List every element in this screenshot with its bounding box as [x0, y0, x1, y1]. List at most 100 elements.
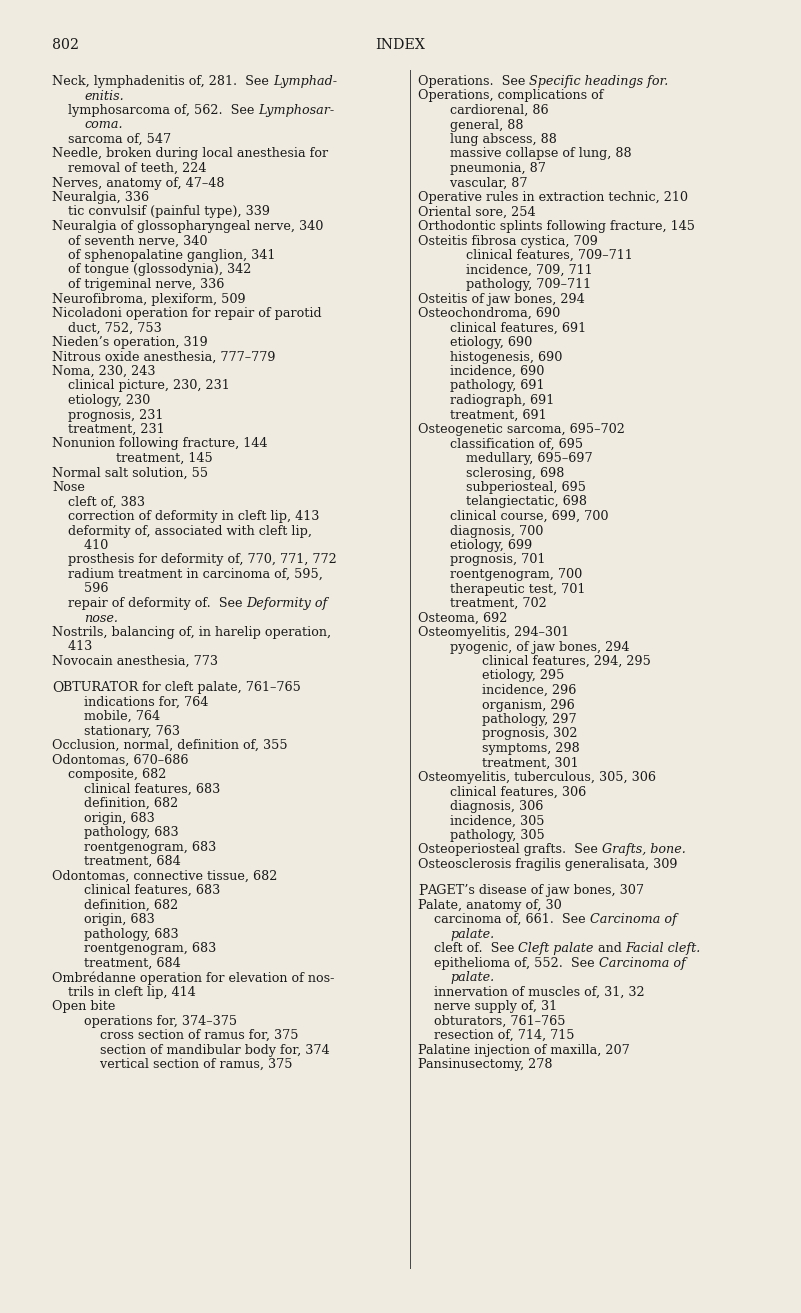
Text: diagnosis, 700: diagnosis, 700: [418, 524, 543, 537]
Text: cleft of.  See: cleft of. See: [418, 943, 518, 955]
Text: Specific headings for.: Specific headings for.: [529, 75, 669, 88]
Text: roentgenogram, 683: roentgenogram, 683: [52, 943, 216, 955]
Text: Carcinoma of: Carcinoma of: [598, 957, 686, 969]
Text: Osteogenetic sarcoma, 695–702: Osteogenetic sarcoma, 695–702: [418, 423, 625, 436]
Text: palate.: palate.: [450, 927, 494, 940]
Text: mobile, 764: mobile, 764: [52, 710, 160, 723]
Text: roentgenogram, 700: roentgenogram, 700: [418, 569, 582, 580]
Text: carcinoma of, 661.  See: carcinoma of, 661. See: [418, 913, 590, 926]
Text: of sphenopalatine ganglion, 341: of sphenopalatine ganglion, 341: [52, 249, 276, 263]
Text: Osteitis fibrosa cystica, 709: Osteitis fibrosa cystica, 709: [418, 235, 598, 247]
Text: Noma, 230, 243: Noma, 230, 243: [52, 365, 155, 378]
Text: trils in cleft lip, 414: trils in cleft lip, 414: [52, 986, 195, 999]
Text: obturators, 761–765: obturators, 761–765: [418, 1015, 566, 1028]
Text: 413: 413: [52, 641, 92, 654]
Text: of trigeminal nerve, 336: of trigeminal nerve, 336: [52, 278, 224, 291]
Text: treatment, 684: treatment, 684: [52, 855, 181, 868]
Text: 802: 802: [52, 38, 79, 53]
Text: Nerves, anatomy of, 47–48: Nerves, anatomy of, 47–48: [52, 176, 224, 189]
Text: 596: 596: [52, 583, 108, 596]
Text: sarcoma of, 547: sarcoma of, 547: [52, 133, 171, 146]
Text: general, 88: general, 88: [418, 118, 524, 131]
Text: section of mandibular body for, 374: section of mandibular body for, 374: [52, 1044, 330, 1057]
Text: incidence, 709, 711: incidence, 709, 711: [418, 264, 593, 277]
Text: Needle, broken during local anesthesia for: Needle, broken during local anesthesia f…: [52, 147, 328, 160]
Text: cardiorenal, 86: cardiorenal, 86: [418, 104, 549, 117]
Text: classification of, 695: classification of, 695: [418, 437, 583, 450]
Text: Deformity of: Deformity of: [247, 597, 328, 611]
Text: origin, 683: origin, 683: [52, 811, 155, 825]
Text: etiology, 690: etiology, 690: [418, 336, 532, 349]
Text: Osteosclerosis fragilis generalisata, 309: Osteosclerosis fragilis generalisata, 30…: [418, 857, 678, 871]
Text: epithelioma of, 552.  See: epithelioma of, 552. See: [418, 957, 598, 969]
Text: Normal salt solution, 55: Normal salt solution, 55: [52, 466, 208, 479]
Text: of tongue (glossodynia), 342: of tongue (glossodynia), 342: [52, 264, 252, 277]
Text: etiology, 295: etiology, 295: [418, 670, 565, 683]
Text: lymphosarcoma of, 562.  See: lymphosarcoma of, 562. See: [52, 104, 259, 117]
Text: pathology, 305: pathology, 305: [418, 829, 545, 842]
Text: Nitrous oxide anesthesia, 777–779: Nitrous oxide anesthesia, 777–779: [52, 351, 276, 364]
Text: operations for, 374–375: operations for, 374–375: [52, 1015, 237, 1028]
Text: P: P: [418, 884, 427, 898]
Text: clinical course, 699, 700: clinical course, 699, 700: [418, 509, 609, 523]
Text: pathology, 709–711: pathology, 709–711: [418, 278, 591, 291]
Text: incidence, 305: incidence, 305: [418, 814, 545, 827]
Text: palate.: palate.: [450, 972, 494, 985]
Text: Cleft palate: Cleft palate: [518, 943, 594, 955]
Text: innervation of muscles of, 31, 32: innervation of muscles of, 31, 32: [418, 986, 645, 999]
Text: clinical features, 709–711: clinical features, 709–711: [418, 249, 633, 263]
Text: lung abscess, 88: lung abscess, 88: [418, 133, 557, 146]
Text: Oriental sore, 254: Oriental sore, 254: [418, 206, 536, 218]
Text: telangiectatic, 698: telangiectatic, 698: [418, 495, 587, 508]
Text: Orthodontic splints following fracture, 145: Orthodontic splints following fracture, …: [418, 221, 695, 232]
Text: composite, 682: composite, 682: [52, 768, 167, 781]
Text: indications for, 764: indications for, 764: [52, 696, 208, 709]
Text: deformity of, associated with cleft lip,: deformity of, associated with cleft lip,: [52, 524, 312, 537]
Text: Odontomas, 670–686: Odontomas, 670–686: [52, 754, 188, 767]
Text: Ombrédanne operation for elevation of nos-: Ombrédanne operation for elevation of no…: [52, 972, 334, 985]
Text: clinical features, 683: clinical features, 683: [52, 783, 220, 796]
Text: Osteomyelitis, 294–301: Osteomyelitis, 294–301: [418, 626, 570, 639]
Text: prognosis, 231: prognosis, 231: [52, 408, 163, 421]
Text: clinical features, 691: clinical features, 691: [418, 322, 586, 335]
Text: Nostrils, balancing of, in harelip operation,: Nostrils, balancing of, in harelip opera…: [52, 626, 331, 639]
Text: coma.: coma.: [84, 118, 123, 131]
Text: prosthesis for deformity of, 770, 771, 772: prosthesis for deformity of, 770, 771, 7…: [52, 554, 336, 566]
Text: treatment, 702: treatment, 702: [418, 597, 547, 611]
Text: roentgenogram, 683: roentgenogram, 683: [52, 840, 216, 853]
Text: origin, 683: origin, 683: [52, 913, 155, 926]
Text: cleft of, 383: cleft of, 383: [52, 495, 145, 508]
Text: Facial cleft.: Facial cleft.: [626, 943, 701, 955]
Text: treatment, 691: treatment, 691: [418, 408, 546, 421]
Text: vascular, 87: vascular, 87: [418, 176, 528, 189]
Text: Nicoladoni operation for repair of parotid: Nicoladoni operation for repair of parot…: [52, 307, 322, 320]
Text: Operations, complications of: Operations, complications of: [418, 89, 603, 102]
Text: Neck, lymphadenitis of, 281.  See: Neck, lymphadenitis of, 281. See: [52, 75, 273, 88]
Text: Carcinoma of: Carcinoma of: [590, 913, 676, 926]
Text: organism, 296: organism, 296: [418, 699, 575, 712]
Text: clinical picture, 230, 231: clinical picture, 230, 231: [52, 379, 230, 393]
Text: definition, 682: definition, 682: [52, 898, 179, 911]
Text: stationary, 763: stationary, 763: [52, 725, 180, 738]
Text: pathology, 683: pathology, 683: [52, 826, 179, 839]
Text: pyogenic, of jaw bones, 294: pyogenic, of jaw bones, 294: [418, 641, 630, 654]
Text: Open bite: Open bite: [52, 1001, 115, 1014]
Text: Novocain anesthesia, 773: Novocain anesthesia, 773: [52, 655, 218, 668]
Text: cross section of ramus for, 375: cross section of ramus for, 375: [52, 1029, 299, 1043]
Text: clinical features, 683: clinical features, 683: [52, 884, 220, 897]
Text: removal of teeth, 224: removal of teeth, 224: [52, 161, 207, 175]
Text: nose.: nose.: [84, 612, 118, 625]
Text: Operative rules in extraction technic, 210: Operative rules in extraction technic, 2…: [418, 190, 688, 204]
Text: INDEX: INDEX: [376, 38, 425, 53]
Text: O: O: [52, 681, 63, 695]
Text: duct, 752, 753: duct, 752, 753: [52, 322, 162, 335]
Text: subperiosteal, 695: subperiosteal, 695: [418, 481, 586, 494]
Text: Occlusion, normal, definition of, 355: Occlusion, normal, definition of, 355: [52, 739, 288, 752]
Text: incidence, 296: incidence, 296: [418, 684, 577, 697]
Text: Nieden’s operation, 319: Nieden’s operation, 319: [52, 336, 207, 349]
Text: and: and: [594, 943, 626, 955]
Text: Lymphosar-: Lymphosar-: [259, 104, 335, 117]
Text: nerve supply of, 31: nerve supply of, 31: [418, 1001, 557, 1014]
Text: Osteomyelitis, tuberculous, 305, 306: Osteomyelitis, tuberculous, 305, 306: [418, 771, 656, 784]
Text: histogenesis, 690: histogenesis, 690: [418, 351, 562, 364]
